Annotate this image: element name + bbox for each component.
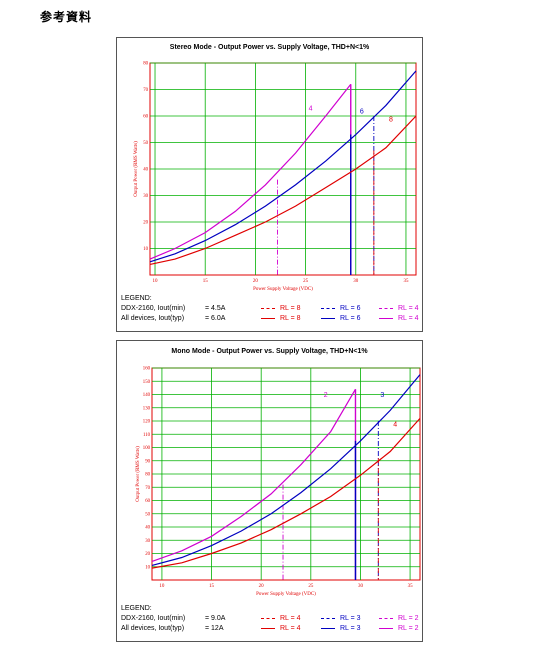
y-tick-label: 60	[143, 115, 148, 120]
x-tick-label: 35	[403, 279, 409, 284]
chart-title: Mono Mode - Output Power vs. Supply Volt…	[171, 348, 368, 355]
y-tick-label: 150	[143, 380, 151, 385]
chart-legend: LEGEND: DDX-2160, Iout(min) = 9.0A RL = …	[121, 604, 419, 632]
x-tick-label: 15	[209, 584, 215, 589]
legend-item: RL = 4	[398, 305, 419, 312]
y-tick-label: 100	[143, 446, 151, 451]
legend-row: All devices, Iout(typ) = 12A RL = 4 RL =…	[121, 624, 421, 634]
y-tick-label: 30	[143, 194, 148, 199]
legend-row-value: = 4.5A	[205, 305, 226, 312]
y-axis-label: Output Power (RMS Watts)	[134, 141, 139, 197]
legend-row: DDX-2160, Iout(min) = 9.0A RL = 4 RL = 3…	[121, 614, 421, 624]
y-tick-label: 50	[145, 512, 150, 517]
y-tick-label: 140	[143, 393, 151, 398]
page-heading: 参考資料	[40, 10, 93, 24]
y-tick-label: 90	[145, 459, 150, 464]
y-tick-label: 10	[143, 247, 148, 252]
legend-item: RL = 8	[280, 305, 301, 312]
legend-item: RL = 6	[340, 305, 361, 312]
x-tick-label: 30	[358, 584, 364, 589]
x-tick-label: 10	[153, 279, 159, 284]
legend-item: RL = 3	[340, 615, 361, 622]
chart-legend: LEGEND: DDX-2160, Iout(min) = 4.5A RL = …	[121, 294, 419, 322]
curve-label: 3	[380, 392, 384, 399]
legend-item: RL = 3	[340, 625, 361, 632]
y-tick-label: 30	[145, 539, 150, 544]
series-line	[151, 374, 421, 566]
series-line	[151, 388, 357, 562]
series-line	[149, 115, 417, 265]
x-axis-label: Power Supply Voltage (VDC)	[256, 592, 316, 597]
legend-row-label: DDX-2160, Iout(min)	[121, 615, 186, 622]
x-axis-label: Power Supply Voltage (VDC)	[253, 287, 313, 292]
mono-chart-panel: Mono Mode - Output Power vs. Supply Volt…	[116, 340, 423, 642]
y-tick-label: 40	[145, 526, 150, 531]
legend-item: RL = 4	[280, 615, 301, 622]
y-tick-label: 80	[143, 62, 148, 67]
y-tick-label: 10	[145, 565, 150, 570]
legend-row: All devices, Iout(typ) = 6.0A RL = 8 RL …	[121, 314, 421, 324]
stereo-chart-panel: Stereo Mode - Output Power vs. Supply Vo…	[116, 37, 423, 332]
x-tick-label: 20	[259, 584, 265, 589]
series-line	[151, 417, 421, 569]
legend-row-value: = 12A	[205, 625, 224, 632]
mono-chart-svg: 10 15 20 25 30 35 10 20 30 40 50 60 70 80 90 100 110 120 1…	[136, 367, 421, 597]
y-tick-label: 20	[143, 221, 148, 226]
legend-row-label: All devices, Iout(typ)	[121, 625, 185, 632]
x-tick-label: 25	[308, 584, 314, 589]
y-tick-label: 110	[143, 433, 151, 438]
legend-title: LEGEND:	[121, 605, 152, 612]
y-tick-label: 40	[143, 168, 148, 173]
y-tick-label: 50	[143, 141, 148, 146]
legend-item: RL = 4	[280, 625, 301, 632]
y-tick-label: 130	[143, 406, 151, 411]
y-tick-label: 70	[145, 486, 150, 491]
x-tick-label: 20	[253, 279, 259, 284]
y-tick-label: 20	[145, 552, 150, 557]
x-tick-label: 25	[303, 279, 309, 284]
series-line	[149, 70, 417, 263]
x-tick-label: 10	[159, 584, 165, 589]
y-tick-label: 60	[145, 499, 150, 504]
legend-item: RL = 8	[280, 315, 301, 322]
legend-row: DDX-2160, Iout(min) = 4.5A RL = 8 RL = 6…	[121, 304, 421, 314]
legend-row-label: All devices, Iout(typ)	[121, 315, 185, 322]
legend-item: RL = 4	[398, 315, 419, 322]
x-tick-label: 15	[203, 279, 209, 284]
legend-row-label: DDX-2160, Iout(min)	[121, 305, 186, 312]
legend-item: RL = 2	[398, 625, 419, 632]
y-axis-label: Output Power (RMS Watts)	[136, 446, 141, 502]
stereo-chart-svg: 10 15 20 25 30 35 10 20 30 40 50 60 70 80 4 6 8 Power Sup…	[134, 62, 417, 292]
curve-label: 2	[324, 392, 328, 399]
y-tick-label: 120	[143, 420, 151, 425]
y-tick-label: 70	[143, 88, 148, 93]
y-tick-label: 80	[145, 473, 150, 478]
curve-label: 8	[389, 116, 393, 123]
chart-title: Stereo Mode - Output Power vs. Supply Vo…	[169, 44, 370, 51]
legend-row-value: = 6.0A	[205, 315, 226, 322]
x-tick-label: 30	[353, 279, 359, 284]
series-line	[149, 83, 352, 260]
legend-title: LEGEND:	[121, 295, 152, 302]
legend-row-value: = 9.0A	[205, 615, 226, 622]
curve-label: 4	[393, 421, 397, 428]
y-tick-label: 160	[143, 367, 151, 372]
curve-label: 4	[309, 106, 313, 113]
legend-item: RL = 6	[340, 315, 361, 322]
legend-item: RL = 2	[398, 615, 419, 622]
curve-label: 6	[360, 108, 364, 115]
x-tick-label: 35	[408, 584, 414, 589]
